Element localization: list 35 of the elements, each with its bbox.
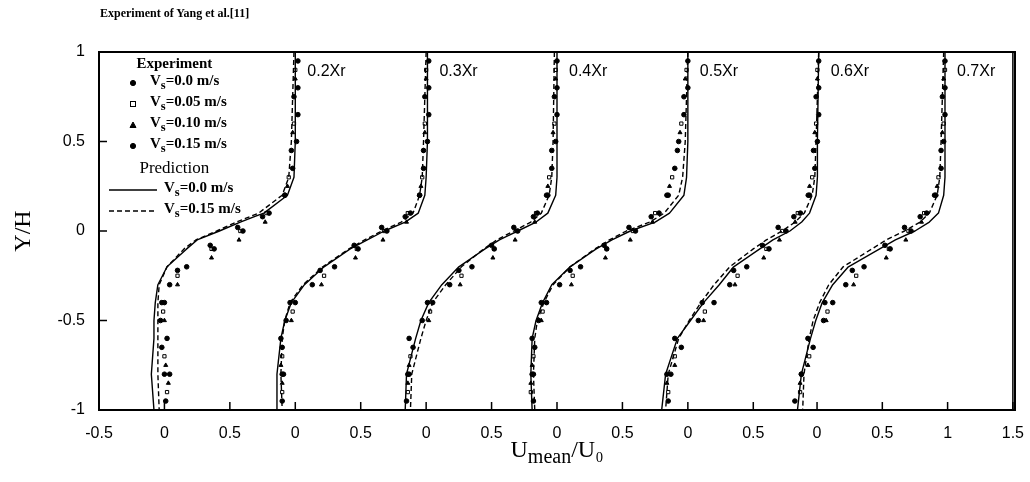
legend-label: V$_{s}$=0.0 m/s <box>150 72 220 93</box>
x-tick-label: 0 <box>421 424 431 442</box>
x-tick-label: 0.5 <box>742 424 765 442</box>
legend-label: V$_{s}$=0.15 m/s <box>164 200 241 221</box>
annotation: 0.7Xr <box>956 62 996 80</box>
x-tick-label: 0 <box>290 424 300 442</box>
x-tick-label: 1.5 <box>1001 424 1025 442</box>
x-tick-label: 0.5 <box>611 424 634 442</box>
legend-label: V$_{s}$=0.05 m/s <box>150 93 227 114</box>
y-axis-title: Y/H <box>8 210 36 252</box>
legend-label: V$_{s}$=0.15 m/s <box>150 135 227 156</box>
y-tick-label: 0 <box>76 221 86 239</box>
annotation: 0.2Xr <box>307 62 347 80</box>
y-tick-label: -1 <box>70 400 86 418</box>
x-tick-label: 0.5 <box>349 424 372 442</box>
x-tick-label: 0.5 <box>218 424 242 442</box>
x-tick-label: 0.5 <box>480 424 503 442</box>
x-tick-label: 0 <box>159 424 169 442</box>
legend-label: V$_{s}$=0.0 m/s <box>164 179 234 200</box>
x-tick-label: 1 <box>943 424 953 442</box>
annotation: Prediction <box>138 158 211 177</box>
y-tick-label: 1 <box>76 42 86 60</box>
legend-label: V$_{s}$=0.10 m/s <box>150 114 227 135</box>
legend-title: Experiment <box>135 55 214 71</box>
x-tick-label: 0 <box>552 424 562 442</box>
annotation: 0.3Xr <box>439 62 479 80</box>
x-tick-label: 0 <box>683 424 693 442</box>
annotation: 0.6Xr <box>830 62 870 80</box>
chart-title: Experiment of Yang et al.[11] <box>100 6 250 21</box>
y-tick-label: -0.5 <box>57 310 86 328</box>
x-tick-label: 0.5 <box>871 424 894 442</box>
annotation: 0.4Xr <box>569 62 608 80</box>
x-tick-label: 0 <box>812 424 822 442</box>
y-tick-label: 0.5 <box>62 131 86 149</box>
annotation: 0.5Xr <box>699 62 739 80</box>
